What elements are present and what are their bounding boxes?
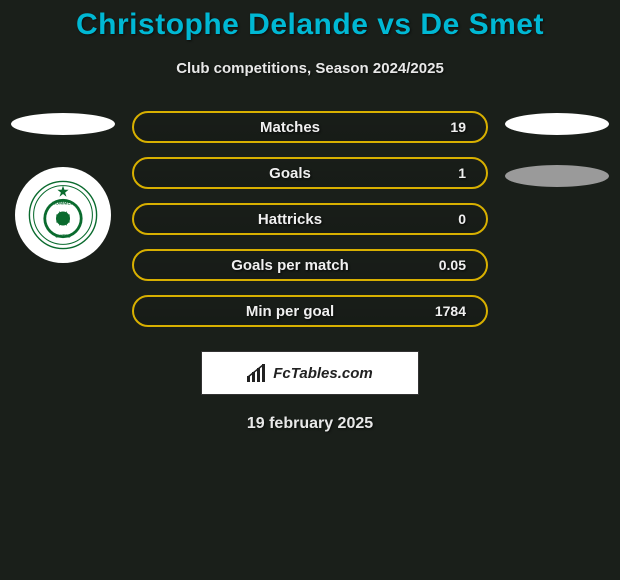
stat-label: Min per goal: [154, 303, 426, 320]
stats-column: Matches 19 Goals 1 Hattricks 0 Goals per…: [118, 111, 502, 327]
stat-label: Goals per match: [154, 257, 426, 274]
stat-value: 19: [426, 119, 466, 135]
stat-row-goals-per-match: Goals per match 0.05: [132, 249, 488, 281]
branding-box: FcTables.com: [201, 351, 419, 395]
content-row: LOMMEL UNITED Matches 19 Goals 1 Hattric…: [0, 111, 620, 327]
stat-row-matches: Matches 19: [132, 111, 488, 143]
svg-text:UNITED: UNITED: [55, 233, 71, 238]
stat-value: 1: [426, 165, 466, 181]
right-ellipse-2: [505, 165, 609, 187]
infographic-container: Christophe Delande vs De Smet Club compe…: [0, 0, 620, 433]
stat-label: Matches: [154, 119, 426, 136]
right-column: [502, 111, 612, 187]
stat-value: 0.05: [426, 257, 466, 273]
stat-label: Hattricks: [154, 211, 426, 228]
stat-row-goals: Goals 1: [132, 157, 488, 189]
stat-value: 1784: [426, 303, 466, 319]
right-ellipse-1: [505, 113, 609, 135]
page-title: Christophe Delande vs De Smet: [0, 8, 620, 42]
stat-label: Goals: [154, 165, 426, 182]
left-ellipse-1: [11, 113, 115, 135]
date-label: 19 february 2025: [0, 415, 620, 433]
chart-icon: [247, 364, 267, 382]
branding-text: FcTables.com: [273, 365, 372, 382]
svg-text:LOMMEL: LOMMEL: [52, 201, 73, 207]
left-column: LOMMEL UNITED: [8, 111, 118, 263]
stat-row-hattricks: Hattricks 0: [132, 203, 488, 235]
club-logo-svg: LOMMEL UNITED: [28, 180, 98, 250]
stat-row-min-per-goal: Min per goal 1784: [132, 295, 488, 327]
subtitle: Club competitions, Season 2024/2025: [0, 60, 620, 77]
stat-value: 0: [426, 211, 466, 227]
club-logo: LOMMEL UNITED: [15, 167, 111, 263]
